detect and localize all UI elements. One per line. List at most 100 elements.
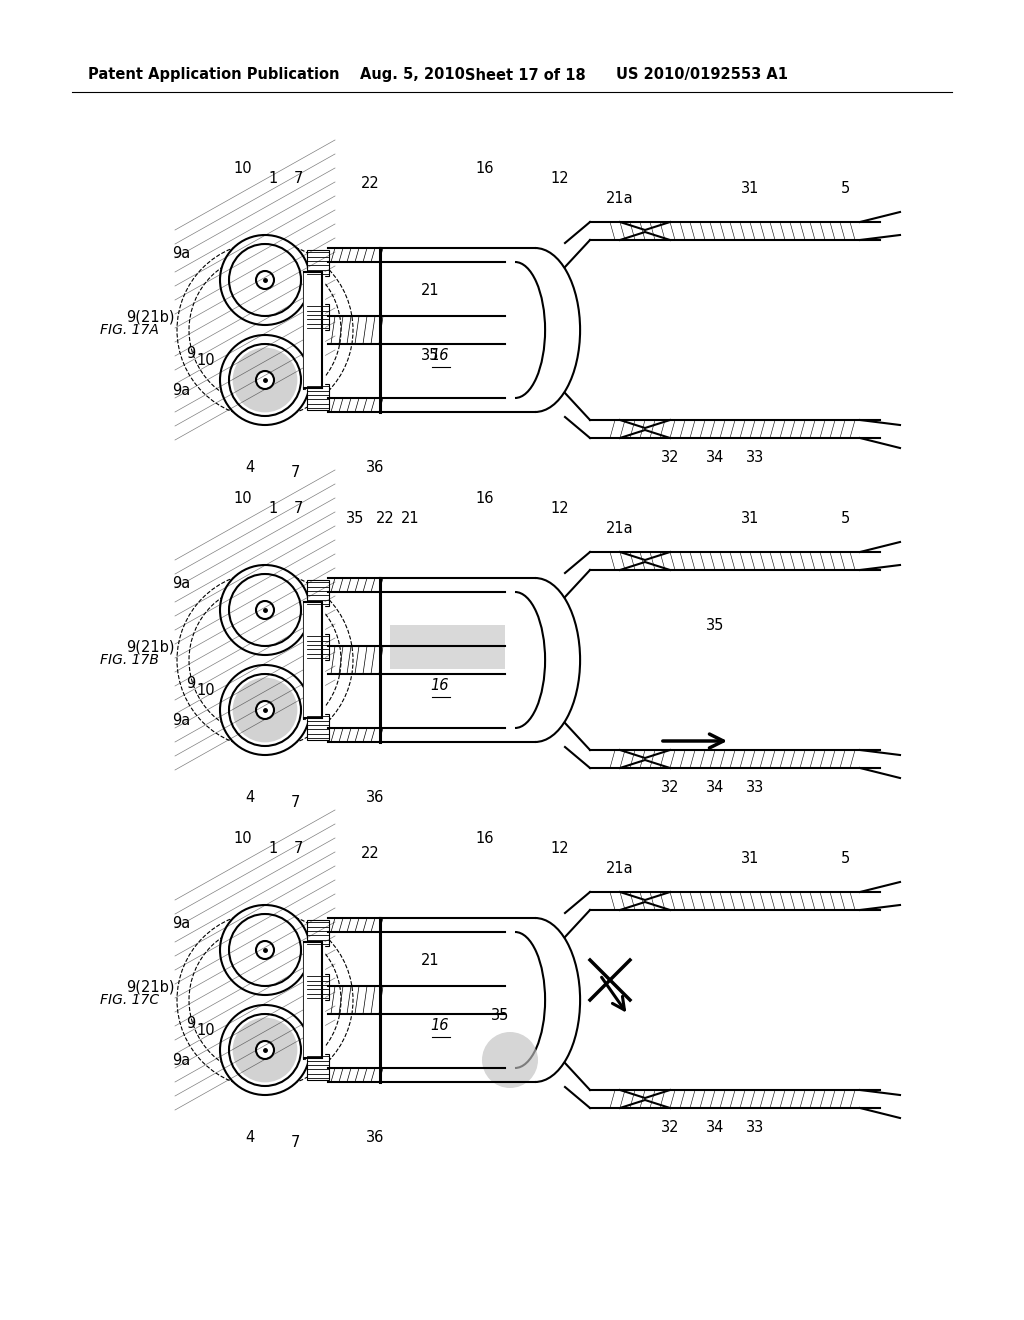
Text: 1: 1 bbox=[268, 841, 278, 855]
Text: 21: 21 bbox=[400, 511, 419, 525]
Text: 21a: 21a bbox=[606, 191, 634, 206]
Circle shape bbox=[232, 1018, 297, 1082]
Text: 9a: 9a bbox=[172, 1053, 190, 1068]
Text: 31: 31 bbox=[740, 181, 759, 195]
Text: 32: 32 bbox=[660, 780, 679, 795]
Text: 12: 12 bbox=[551, 502, 569, 516]
Text: 35: 35 bbox=[421, 348, 439, 363]
Text: 9a: 9a bbox=[172, 713, 190, 729]
Text: 9: 9 bbox=[185, 676, 195, 690]
Circle shape bbox=[256, 701, 274, 719]
Text: 4: 4 bbox=[246, 789, 255, 805]
Bar bbox=[307, 634, 329, 660]
Text: 4: 4 bbox=[246, 1130, 255, 1144]
Text: 10: 10 bbox=[197, 1023, 215, 1038]
Circle shape bbox=[220, 565, 310, 655]
Text: 31: 31 bbox=[740, 851, 759, 866]
Text: 7: 7 bbox=[291, 1135, 300, 1150]
Text: 1: 1 bbox=[268, 502, 278, 516]
Text: 5: 5 bbox=[841, 851, 850, 866]
Circle shape bbox=[220, 665, 310, 755]
Text: 5: 5 bbox=[841, 181, 850, 195]
Text: 21a: 21a bbox=[606, 861, 634, 876]
Text: 36: 36 bbox=[366, 459, 384, 475]
Text: 33: 33 bbox=[745, 1119, 764, 1135]
Circle shape bbox=[256, 601, 274, 619]
Bar bbox=[390, 624, 505, 669]
Circle shape bbox=[482, 1032, 538, 1088]
Text: 31: 31 bbox=[740, 511, 759, 525]
Text: 34: 34 bbox=[706, 450, 724, 465]
Text: 21a: 21a bbox=[606, 521, 634, 536]
Circle shape bbox=[232, 347, 297, 412]
Text: 22: 22 bbox=[376, 511, 394, 525]
Bar bbox=[307, 384, 329, 411]
Text: 16: 16 bbox=[431, 348, 450, 363]
Text: FIG. 17B: FIG. 17B bbox=[100, 653, 159, 667]
Text: 16: 16 bbox=[431, 678, 450, 693]
Text: 16: 16 bbox=[476, 161, 495, 176]
Circle shape bbox=[220, 235, 310, 325]
Text: 16: 16 bbox=[476, 491, 495, 506]
Text: 9a: 9a bbox=[172, 576, 190, 591]
Text: FIG. 17C: FIG. 17C bbox=[100, 993, 159, 1007]
Text: 16: 16 bbox=[476, 832, 495, 846]
Bar bbox=[307, 974, 329, 1001]
Text: 12: 12 bbox=[551, 841, 569, 855]
Text: 7: 7 bbox=[291, 465, 300, 480]
Text: 33: 33 bbox=[745, 780, 764, 795]
Text: 9a: 9a bbox=[172, 246, 190, 261]
Bar bbox=[307, 920, 329, 946]
Text: 36: 36 bbox=[366, 789, 384, 805]
Bar bbox=[307, 579, 329, 606]
Circle shape bbox=[220, 1005, 310, 1096]
Text: 34: 34 bbox=[706, 1119, 724, 1135]
Text: 9a: 9a bbox=[172, 916, 190, 931]
Text: 21: 21 bbox=[421, 953, 439, 968]
Text: FIG. 17A: FIG. 17A bbox=[100, 323, 159, 337]
Text: 4: 4 bbox=[246, 459, 255, 475]
Bar bbox=[307, 714, 329, 741]
Text: 10: 10 bbox=[233, 161, 252, 176]
Text: 7: 7 bbox=[293, 172, 303, 186]
Text: 9(21b): 9(21b) bbox=[127, 640, 175, 655]
Text: 36: 36 bbox=[366, 1130, 384, 1144]
Text: 9(21b): 9(21b) bbox=[127, 979, 175, 995]
Text: 9: 9 bbox=[185, 346, 195, 360]
Circle shape bbox=[232, 677, 297, 742]
Bar bbox=[307, 304, 329, 330]
Text: 10: 10 bbox=[197, 682, 215, 698]
Text: Patent Application Publication: Patent Application Publication bbox=[88, 67, 340, 82]
Circle shape bbox=[220, 335, 310, 425]
Text: 35: 35 bbox=[490, 1008, 509, 1023]
Text: 9: 9 bbox=[185, 1016, 195, 1031]
Circle shape bbox=[256, 371, 274, 389]
Text: Aug. 5, 2010: Aug. 5, 2010 bbox=[360, 67, 465, 82]
Text: 10: 10 bbox=[233, 832, 252, 846]
Bar bbox=[307, 249, 329, 276]
Text: US 2010/0192553 A1: US 2010/0192553 A1 bbox=[616, 67, 788, 82]
Text: 7: 7 bbox=[291, 795, 300, 810]
Text: 16: 16 bbox=[431, 1018, 450, 1034]
Text: 9(21b): 9(21b) bbox=[127, 310, 175, 325]
Circle shape bbox=[256, 941, 274, 960]
Text: 22: 22 bbox=[360, 176, 379, 191]
Text: 21: 21 bbox=[421, 282, 439, 298]
Bar bbox=[307, 1053, 329, 1080]
Text: 32: 32 bbox=[660, 1119, 679, 1135]
Text: 22: 22 bbox=[360, 846, 379, 861]
Text: 35: 35 bbox=[706, 618, 724, 634]
Text: 33: 33 bbox=[745, 450, 764, 465]
Text: 5: 5 bbox=[841, 511, 850, 525]
Text: 34: 34 bbox=[706, 780, 724, 795]
Text: 1: 1 bbox=[268, 172, 278, 186]
Circle shape bbox=[220, 906, 310, 995]
Text: Sheet 17 of 18: Sheet 17 of 18 bbox=[465, 67, 586, 82]
Text: 12: 12 bbox=[551, 172, 569, 186]
Text: 7: 7 bbox=[293, 841, 303, 855]
Text: 35: 35 bbox=[346, 511, 365, 525]
Circle shape bbox=[256, 271, 274, 289]
Text: 7: 7 bbox=[293, 502, 303, 516]
Circle shape bbox=[256, 1041, 274, 1059]
Text: 10: 10 bbox=[233, 491, 252, 506]
